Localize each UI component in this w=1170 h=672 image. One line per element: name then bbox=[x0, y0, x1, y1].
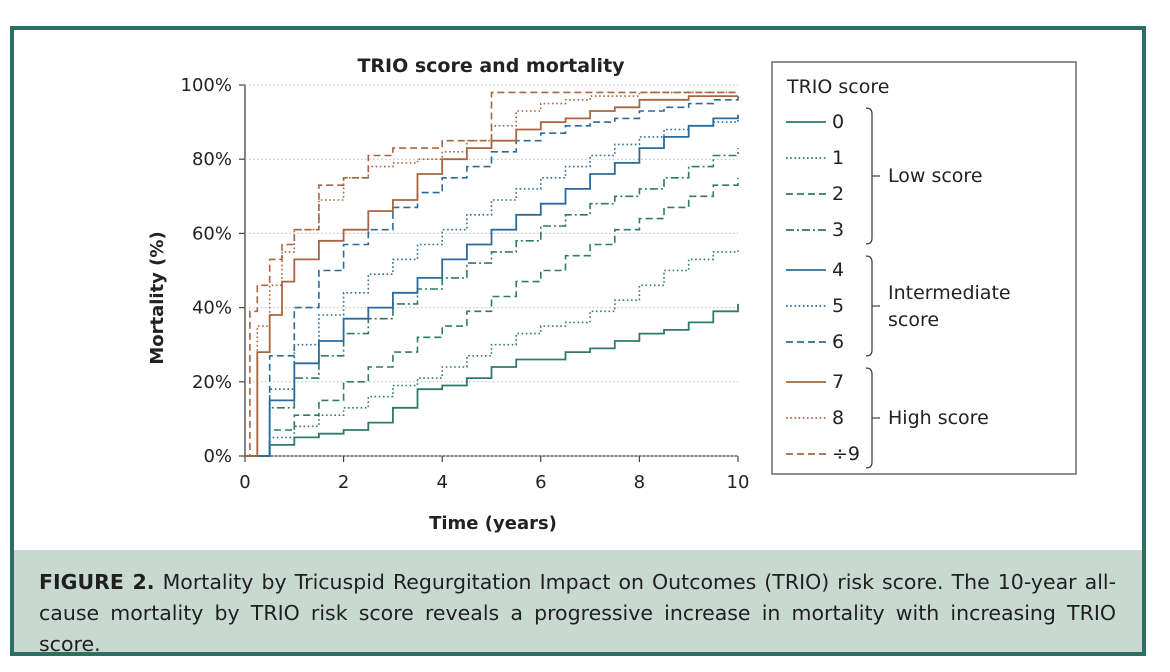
series-line-2 bbox=[245, 177, 739, 457]
x-tick-label: 6 bbox=[535, 472, 546, 493]
series-line-6 bbox=[245, 96, 739, 457]
y-axis-label: Mortality (%) bbox=[147, 231, 168, 364]
series-line-4 bbox=[245, 114, 739, 457]
series-line-1 bbox=[245, 248, 739, 457]
legend-entry-label: 8 bbox=[832, 407, 844, 429]
legend-entry-label: 1 bbox=[832, 147, 844, 169]
x-tick-label: 0 bbox=[239, 472, 250, 493]
legend-entry-label: ÷9 bbox=[832, 443, 860, 465]
x-tick-label: 4 bbox=[436, 472, 447, 493]
figure-frame: TRIO score and mortality 0% 20% 40% 60% 80% 1… bbox=[10, 26, 1146, 656]
legend-entry-label: 2 bbox=[832, 183, 844, 205]
legend-group-bracket bbox=[865, 255, 880, 357]
legend: 0 1 2 3 Low score 4 5 6 Intermediate score 7 8 ÷9 Hig… bbox=[786, 107, 1011, 469]
series-line-3 bbox=[245, 148, 739, 457]
chart-title: TRIO score and mortality bbox=[357, 55, 625, 77]
y-tick-label: 40% bbox=[192, 298, 232, 319]
x-axis-label: Time (years) bbox=[429, 513, 557, 534]
caption-text: Mortality by Tricuspid Regurgitation Imp… bbox=[39, 570, 1116, 656]
y-tick-label: 80% bbox=[192, 149, 232, 170]
legend-entry-label: 6 bbox=[832, 331, 844, 353]
x-tick-label: 2 bbox=[338, 472, 349, 493]
x-tick-label: 10 bbox=[727, 472, 750, 493]
legend-group-label: High score bbox=[888, 407, 989, 429]
legend-entry-label: 5 bbox=[832, 295, 844, 317]
legend-entry-label: 4 bbox=[832, 259, 844, 281]
legend-entry-label: 7 bbox=[832, 371, 844, 393]
y-tick-label: 20% bbox=[192, 372, 232, 393]
legend-entry-label: 0 bbox=[832, 111, 844, 133]
series-lines bbox=[245, 91, 739, 457]
axes: 0% 20% 40% 60% 80% 100% 0 2 4 6 8 10 bbox=[181, 75, 750, 493]
series-line-5 bbox=[245, 118, 739, 457]
y-tick-label: 60% bbox=[192, 223, 232, 244]
legend-group-label: Low score bbox=[888, 165, 983, 187]
legend-box bbox=[771, 61, 1077, 475]
y-tick-label: 100% bbox=[181, 75, 232, 96]
series-line-7 bbox=[245, 95, 738, 457]
series-line-0 bbox=[245, 303, 739, 457]
chart: TRIO score and mortality 0% 20% 40% 60% 80% 1… bbox=[147, 55, 1077, 534]
legend-entry-label: 3 bbox=[832, 219, 844, 241]
x-tick-label: 8 bbox=[634, 472, 645, 493]
series-line-9 bbox=[245, 91, 738, 457]
legend-group-label: score bbox=[888, 309, 939, 331]
legend-group-bracket bbox=[865, 107, 880, 245]
legend-title: TRIO score bbox=[786, 76, 889, 98]
legend-group-label: Intermediate bbox=[888, 282, 1011, 304]
figure-caption: FIGURE 2. Mortality by Tricuspid Regurgi… bbox=[14, 550, 1142, 656]
y-tick-label: 0% bbox=[203, 446, 232, 467]
caption-label: FIGURE 2. bbox=[39, 570, 155, 594]
legend-group-bracket bbox=[865, 367, 880, 469]
